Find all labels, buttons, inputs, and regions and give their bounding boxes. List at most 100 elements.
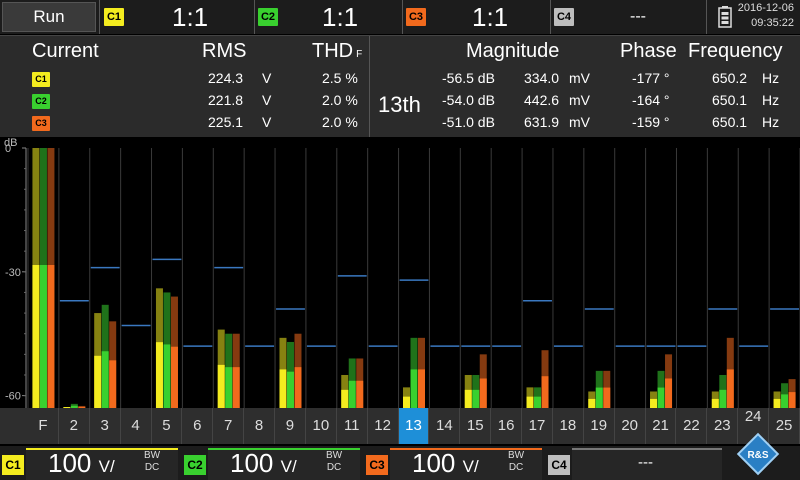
- row-c1-mag-db: -56.5 dB: [442, 70, 495, 86]
- channel-3-probe[interactable]: C3 1:1: [406, 2, 548, 32]
- harmonic-tab-14[interactable]: 14: [429, 408, 461, 444]
- bar-c3: [294, 367, 302, 408]
- bb-c2-scale: 100: [230, 448, 274, 478]
- harmonic-tab-3[interactable]: 3: [90, 408, 121, 444]
- harmonic-tab-20[interactable]: 20: [615, 408, 646, 444]
- harmonic-tab-15[interactable]: 15: [460, 408, 492, 444]
- channel-3-ratio: 1:1: [472, 2, 509, 32]
- harmonic-tab-10[interactable]: 10: [306, 408, 337, 444]
- channel-3-tag: C3: [406, 8, 426, 26]
- channel-4-probe[interactable]: C4 ---: [554, 2, 704, 32]
- thd-subscript: F: [356, 49, 363, 60]
- harmonic-tab-17[interactable]: 17: [522, 408, 553, 444]
- row-c2-freq: 650.1: [712, 92, 748, 108]
- channel-4-ratio: ---: [630, 8, 646, 25]
- bb-c4-value: ---: [638, 454, 653, 471]
- rohde-schwarz-logo[interactable]: R&S: [736, 432, 780, 476]
- bar-c3: [541, 376, 549, 408]
- row-c1-freq: 650.2: [712, 70, 748, 86]
- bb-c3-value: 100 V/: [412, 448, 479, 479]
- run-label: Run: [33, 7, 65, 26]
- channel-1-tag: C1: [104, 8, 124, 26]
- harmonic-tab-24[interactable]: 24: [738, 408, 770, 444]
- harmonic-tab-f[interactable]: F: [28, 408, 59, 444]
- bar-c3: [726, 369, 734, 408]
- bb-c2-unit: V/: [280, 457, 297, 476]
- bar-c1: [341, 389, 349, 408]
- rms-header: RMS: [202, 40, 247, 62]
- channel-1-scale[interactable]: C1 100 V/ BW DC: [0, 446, 180, 480]
- bb-c2-value: 100 V/: [230, 448, 297, 479]
- harmonic-tab-2[interactable]: 2: [59, 408, 90, 444]
- bar-c2: [163, 344, 171, 408]
- harmonic-tab-9[interactable]: 9: [275, 408, 306, 444]
- bar-c2: [472, 389, 480, 408]
- bar-c2: [101, 351, 109, 408]
- harmonic-tab-21[interactable]: 21: [646, 408, 677, 444]
- bar-c2: [719, 389, 727, 408]
- bar-c3: [788, 392, 796, 408]
- y-tick-label: -60: [5, 391, 21, 403]
- harmonic-tab-11[interactable]: 11: [337, 408, 368, 444]
- y-tick-label: -30: [5, 267, 21, 279]
- harmonic-tab-12[interactable]: 12: [368, 408, 399, 444]
- bb-c4-tag: C4: [548, 455, 570, 475]
- harmonic-tab-18[interactable]: 18: [553, 408, 584, 444]
- bar-c3: [232, 367, 240, 408]
- row-c3-tag: C3: [32, 116, 50, 131]
- bb-c2-bw: BW DC: [326, 450, 342, 474]
- harmonic-tab-23[interactable]: 23: [707, 408, 739, 444]
- channel-4-scale[interactable]: C4 ---: [546, 446, 726, 480]
- harmonic-tab-4[interactable]: 4: [121, 408, 152, 444]
- channel-4-tag: C4: [554, 8, 574, 26]
- bar-c3: [47, 265, 55, 408]
- bar-c1: [526, 396, 534, 408]
- bar-c3: [109, 360, 117, 408]
- y-tick-label: 0: [5, 143, 11, 155]
- row-c2-phase: -164 °: [632, 92, 670, 108]
- bb-c3-tag: C3: [366, 455, 388, 475]
- channel-1-probe[interactable]: C1 1:1: [104, 2, 252, 32]
- row-c2-mag-v: 442.6: [524, 92, 560, 108]
- bar-c2: [410, 369, 418, 408]
- bb-c2-bw-label: BW: [326, 450, 343, 461]
- channel-2-scale[interactable]: C2 100 V/ BW DC: [182, 446, 362, 480]
- harmonic-tab-19[interactable]: 19: [584, 408, 615, 444]
- harmonic-tab-16[interactable]: 16: [491, 408, 523, 444]
- bb-c1-value: 100 V/: [48, 448, 115, 479]
- row-c2-rms-unit: V: [262, 92, 272, 108]
- harmonic-tab-5[interactable]: 5: [152, 408, 183, 444]
- harmonic-tab-6[interactable]: 6: [182, 408, 214, 444]
- row-c3-mag-unit: mV: [569, 114, 590, 130]
- channel-2-probe[interactable]: C2 1:1: [258, 2, 400, 32]
- harmonic-axis: F 2 3 4 5 6 7 8 9 10 11 12 13 14 15 16 17 18 19 20 21 22 23 24 2…: [0, 408, 800, 444]
- bar-c2: [534, 396, 542, 408]
- bb-c1-bw-label: BW: [144, 450, 161, 461]
- row-c2-thd: 2.0 %: [322, 92, 358, 108]
- bar-c1: [464, 389, 472, 408]
- bb-c2-coupling: DC: [326, 462, 342, 473]
- bar-c3: [479, 378, 487, 408]
- bar-c2: [70, 405, 78, 408]
- battery-icon: [718, 6, 732, 28]
- bar-c1: [711, 398, 719, 408]
- bb-c1-scale: 100: [48, 448, 92, 478]
- bar-c1: [94, 355, 102, 408]
- row-c1-phase: -177 °: [632, 70, 670, 86]
- harmonics-bar-chart: dB0 -30 -60: [4, 137, 800, 408]
- bar-c3: [418, 369, 425, 408]
- bar-c1: [32, 265, 40, 408]
- run-stop-button[interactable]: Run: [2, 2, 96, 32]
- bar-c1: [217, 364, 225, 408]
- bb-c3-scale: 100: [412, 448, 456, 478]
- phase-header: Phase: [620, 40, 677, 62]
- bar-c3: [78, 406, 86, 408]
- harmonic-tab-7[interactable]: 7: [213, 408, 245, 444]
- row-c3-mag-v: 631.9: [524, 114, 560, 130]
- channel-2-tag: C2: [258, 8, 278, 26]
- harmonic-tab-13[interactable]: 13: [398, 408, 430, 444]
- harmonic-tab-8[interactable]: 8: [244, 408, 276, 444]
- harmonic-tab-25[interactable]: 25: [769, 408, 800, 444]
- harmonic-tab-22[interactable]: 22: [676, 408, 708, 444]
- channel-3-scale[interactable]: C3 100 V/ BW DC: [364, 446, 544, 480]
